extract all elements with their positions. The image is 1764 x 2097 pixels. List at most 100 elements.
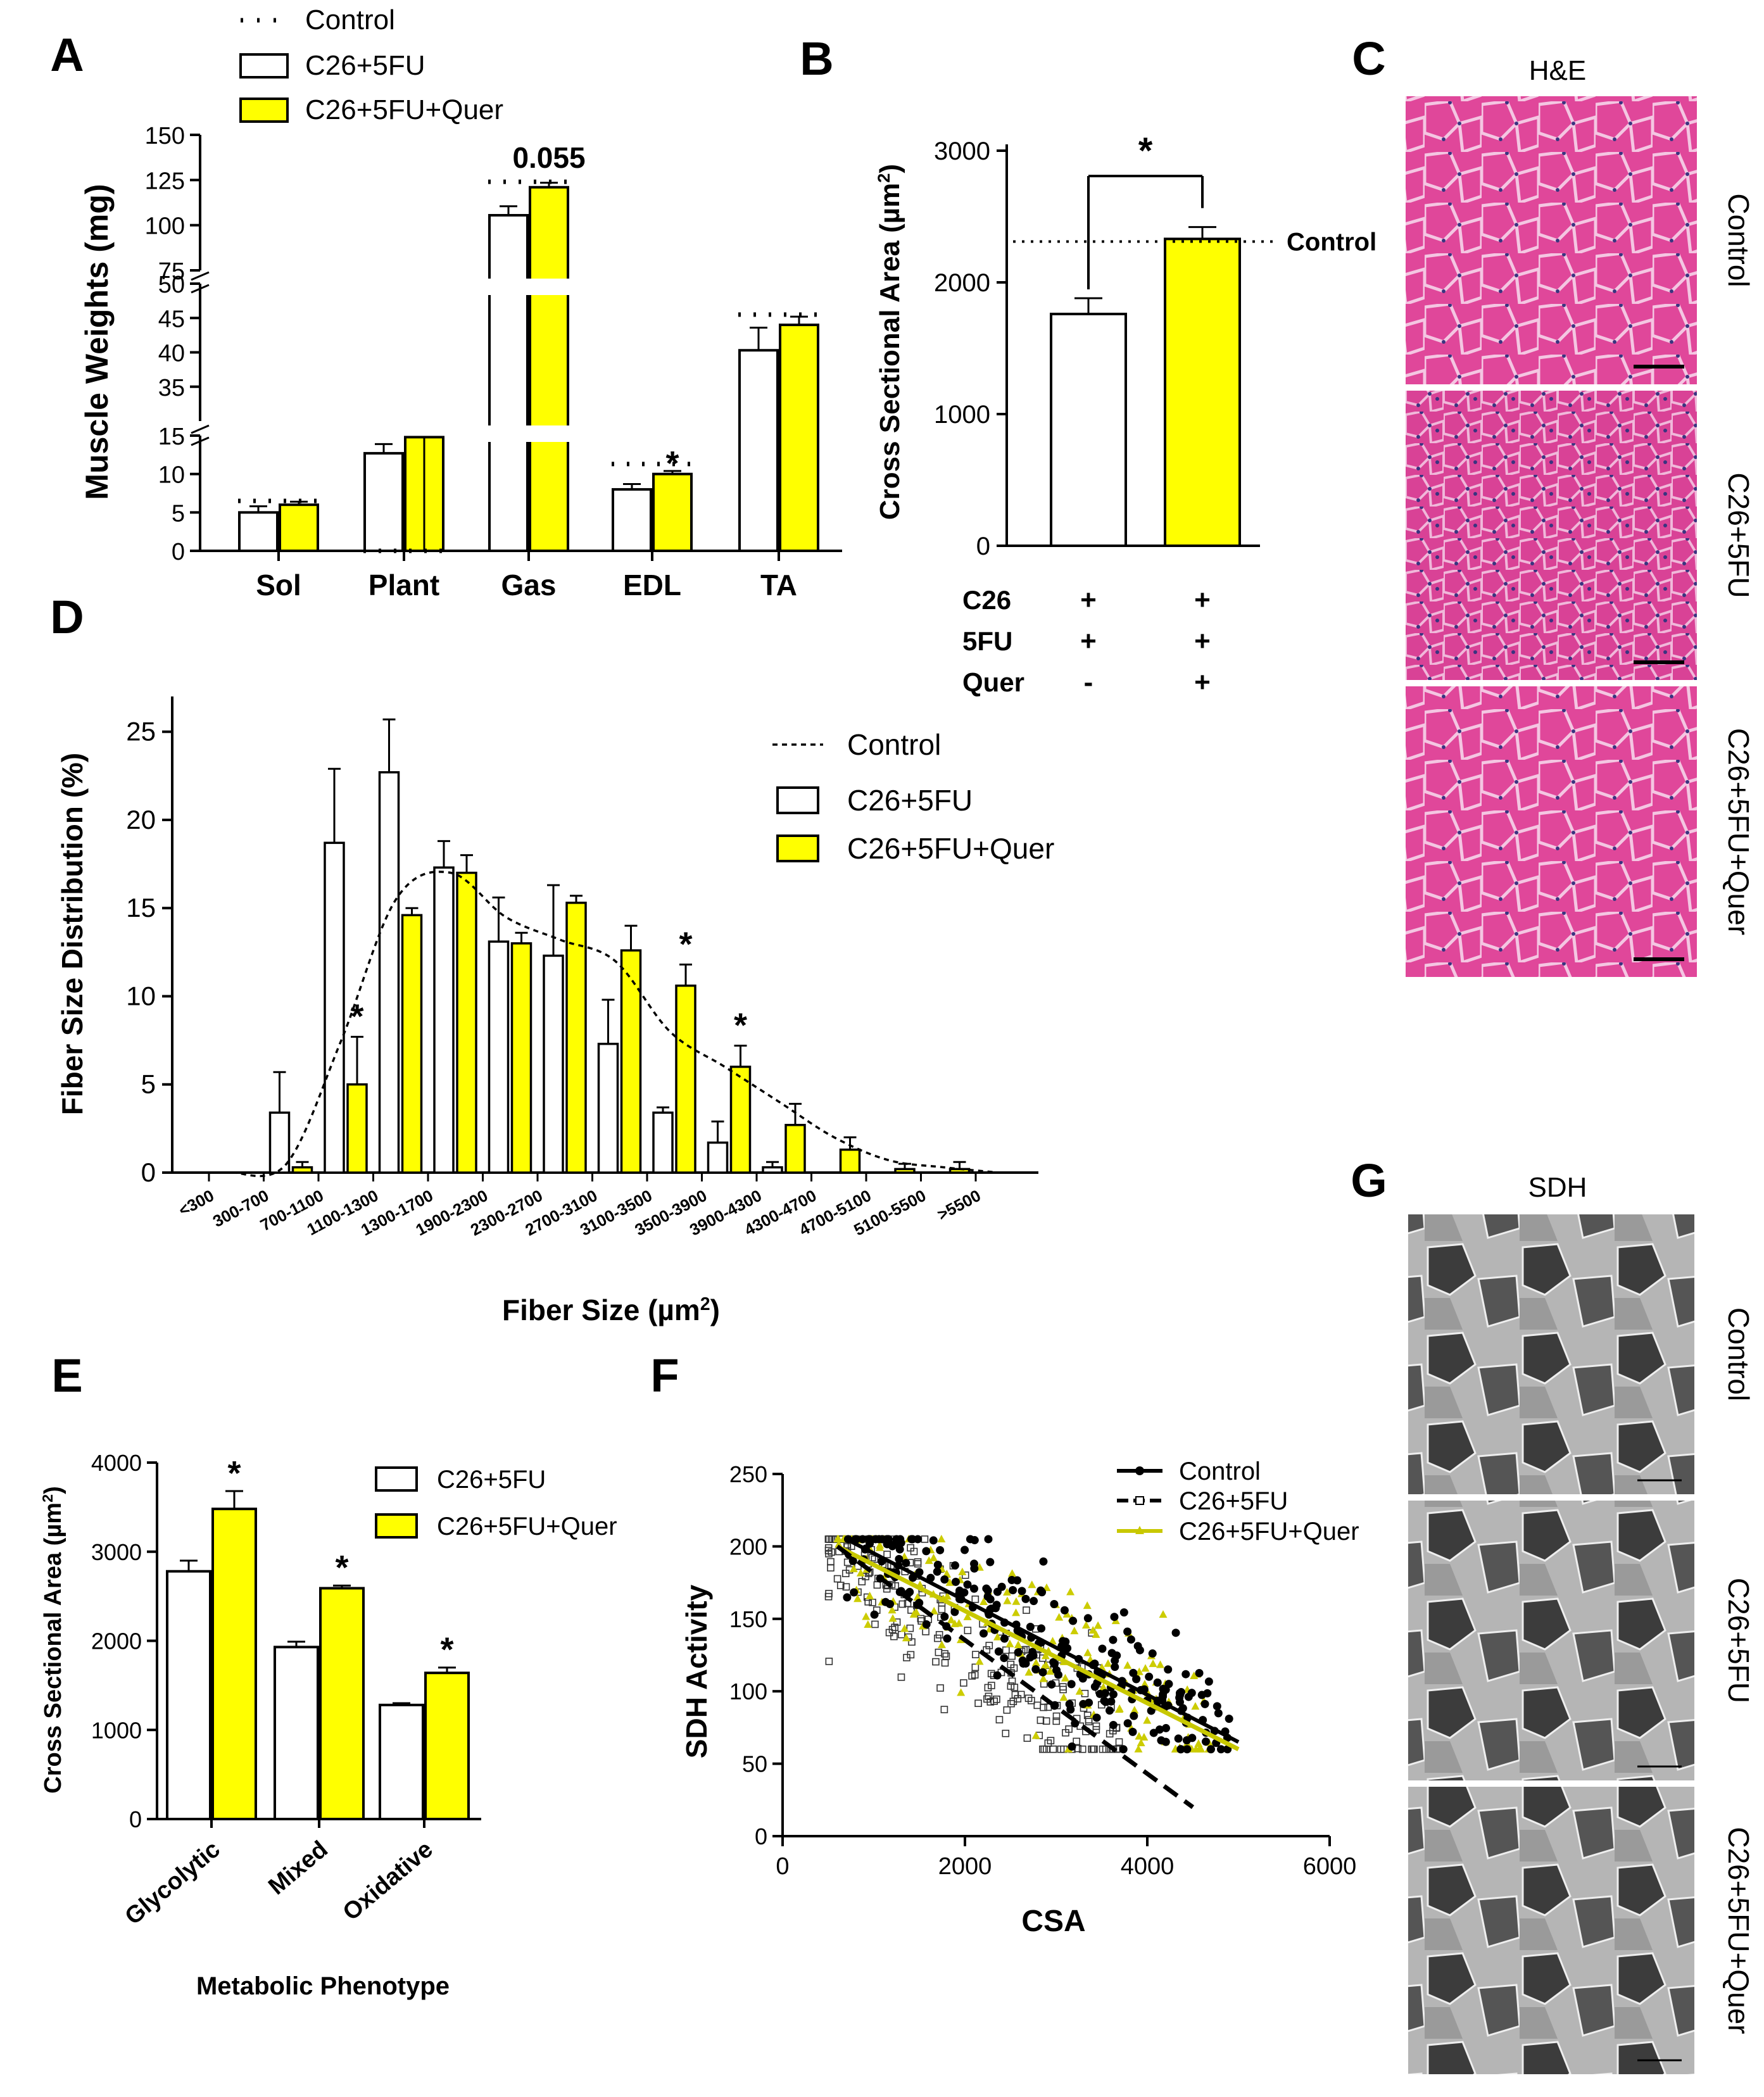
a-y-label: Muscle Weights (mg) [79,184,115,500]
f-point-control [1183,1745,1192,1754]
f-point-control [1030,1597,1038,1606]
b-y-tick-label: 0 [976,532,990,560]
f-point-quer [1092,1630,1100,1638]
f-point-quer [1140,1733,1149,1741]
f-point-quer [1137,1739,1145,1747]
f-point-quer [1005,1639,1014,1647]
f-point-quer [1075,1687,1084,1695]
f-point-c26 [914,1558,922,1566]
f-point-control [922,1547,931,1556]
f-point-control [1111,1663,1119,1672]
f-point-control [1000,1634,1009,1643]
f-point-quer [1003,1596,1012,1604]
e-y-tick-label: 0 [129,1806,142,1832]
d-bar [433,866,455,1174]
f-point-quer [856,1568,865,1577]
f-point-control [1145,1672,1154,1681]
f-point-control [1153,1678,1162,1687]
a-bar [238,511,279,552]
a-bar [529,186,569,553]
f-point-quer [975,1657,984,1665]
f-point-quer [1012,1597,1021,1605]
f-point-quer [1123,1661,1132,1669]
f-point-c26 [983,1646,991,1654]
f-point-quer [1140,1680,1149,1688]
panel-label-B: B [800,32,833,85]
g-row-label: C26+5FU+Quer [1722,1827,1755,2034]
f-point-control [1214,1709,1223,1718]
f-point-quer [1070,1627,1079,1635]
f-point-control [982,1584,991,1593]
f-point-c26 [885,1628,893,1637]
a-x-tick-label: Gas [501,569,557,601]
d-bar [401,914,423,1174]
f-point-control [950,1608,959,1616]
f-legend-marker [1135,1496,1144,1505]
e-x-tick-label: Oxidative [338,1836,438,1926]
d-y-tick-label: 15 [126,893,156,923]
f-point-c26 [1044,1739,1052,1747]
f-point-c26 [1008,1652,1016,1660]
a-bar-gap [527,279,570,295]
f-point-control [1066,1705,1075,1714]
f-point-control [1176,1745,1185,1754]
f-point-control [970,1559,979,1568]
e-bar [166,1570,211,1821]
f-point-c26 [1085,1718,1093,1725]
f-point-c26 [921,1535,929,1543]
f-point-quer [1156,1660,1165,1668]
d-sig-star: * [350,998,363,1036]
f-point-quer [950,1619,959,1627]
f-point-control [1101,1689,1110,1697]
f-point-c26 [964,1627,972,1634]
f-fit-quer [836,1544,1240,1751]
d-bar [488,940,510,1174]
g-sdh-image [1408,1787,1694,2074]
f-point-quer [937,1534,946,1542]
f-point-quer [929,1606,938,1615]
f-point-quer [913,1593,922,1601]
f-point-control [878,1535,886,1544]
f-point-control [922,1620,931,1628]
f-point-control [994,1647,1003,1656]
f-point-control [933,1560,942,1569]
f-point-c26 [917,1615,925,1623]
f-point-c26 [825,1590,833,1597]
f-point-c26 [1023,1606,1030,1614]
a-y-tick-label: 150 [145,123,185,149]
f-point-quer [924,1556,933,1565]
f-point-quer [1039,1674,1048,1682]
a-y-tick-label: 45 [158,306,185,332]
f-point-quer [1134,1744,1143,1753]
f-point-control [1098,1644,1107,1653]
a-annotation: * [665,444,679,482]
f-point-quer [1031,1731,1040,1739]
f-point-control [1164,1665,1173,1674]
f-point-control [957,1588,966,1597]
c-he-image [1406,391,1697,680]
f-point-quer [1059,1693,1068,1701]
e-y-tick-label: 3000 [91,1539,142,1565]
f-point-control [1092,1713,1101,1722]
b-y-label: Cross Sectional Area (µm2) [874,164,906,520]
f-point-quer [1143,1716,1152,1724]
d-x-tick-label: >5500 [934,1186,984,1225]
f-point-quer [1012,1608,1021,1616]
f-point-quer [993,1632,1002,1640]
d-bar [652,1111,674,1174]
d-sig-star: * [679,925,692,963]
e-legend-quer-box [375,1513,418,1539]
f-point-control [936,1546,945,1554]
f-point-c26 [842,1583,850,1591]
f-point-quer [1130,1706,1139,1714]
f-point-quer [1008,1569,1017,1577]
d-bar [324,841,345,1174]
b-table-row-label: 5FU [962,626,1012,656]
f-point-c26 [942,1652,950,1660]
f-point-control [1158,1692,1167,1701]
f-point-control [1162,1723,1171,1732]
f-point-quer [1083,1648,1092,1656]
a-x-tick-label: TA [760,569,797,601]
f-point-quer [1088,1626,1097,1634]
f-point-control [984,1535,993,1544]
